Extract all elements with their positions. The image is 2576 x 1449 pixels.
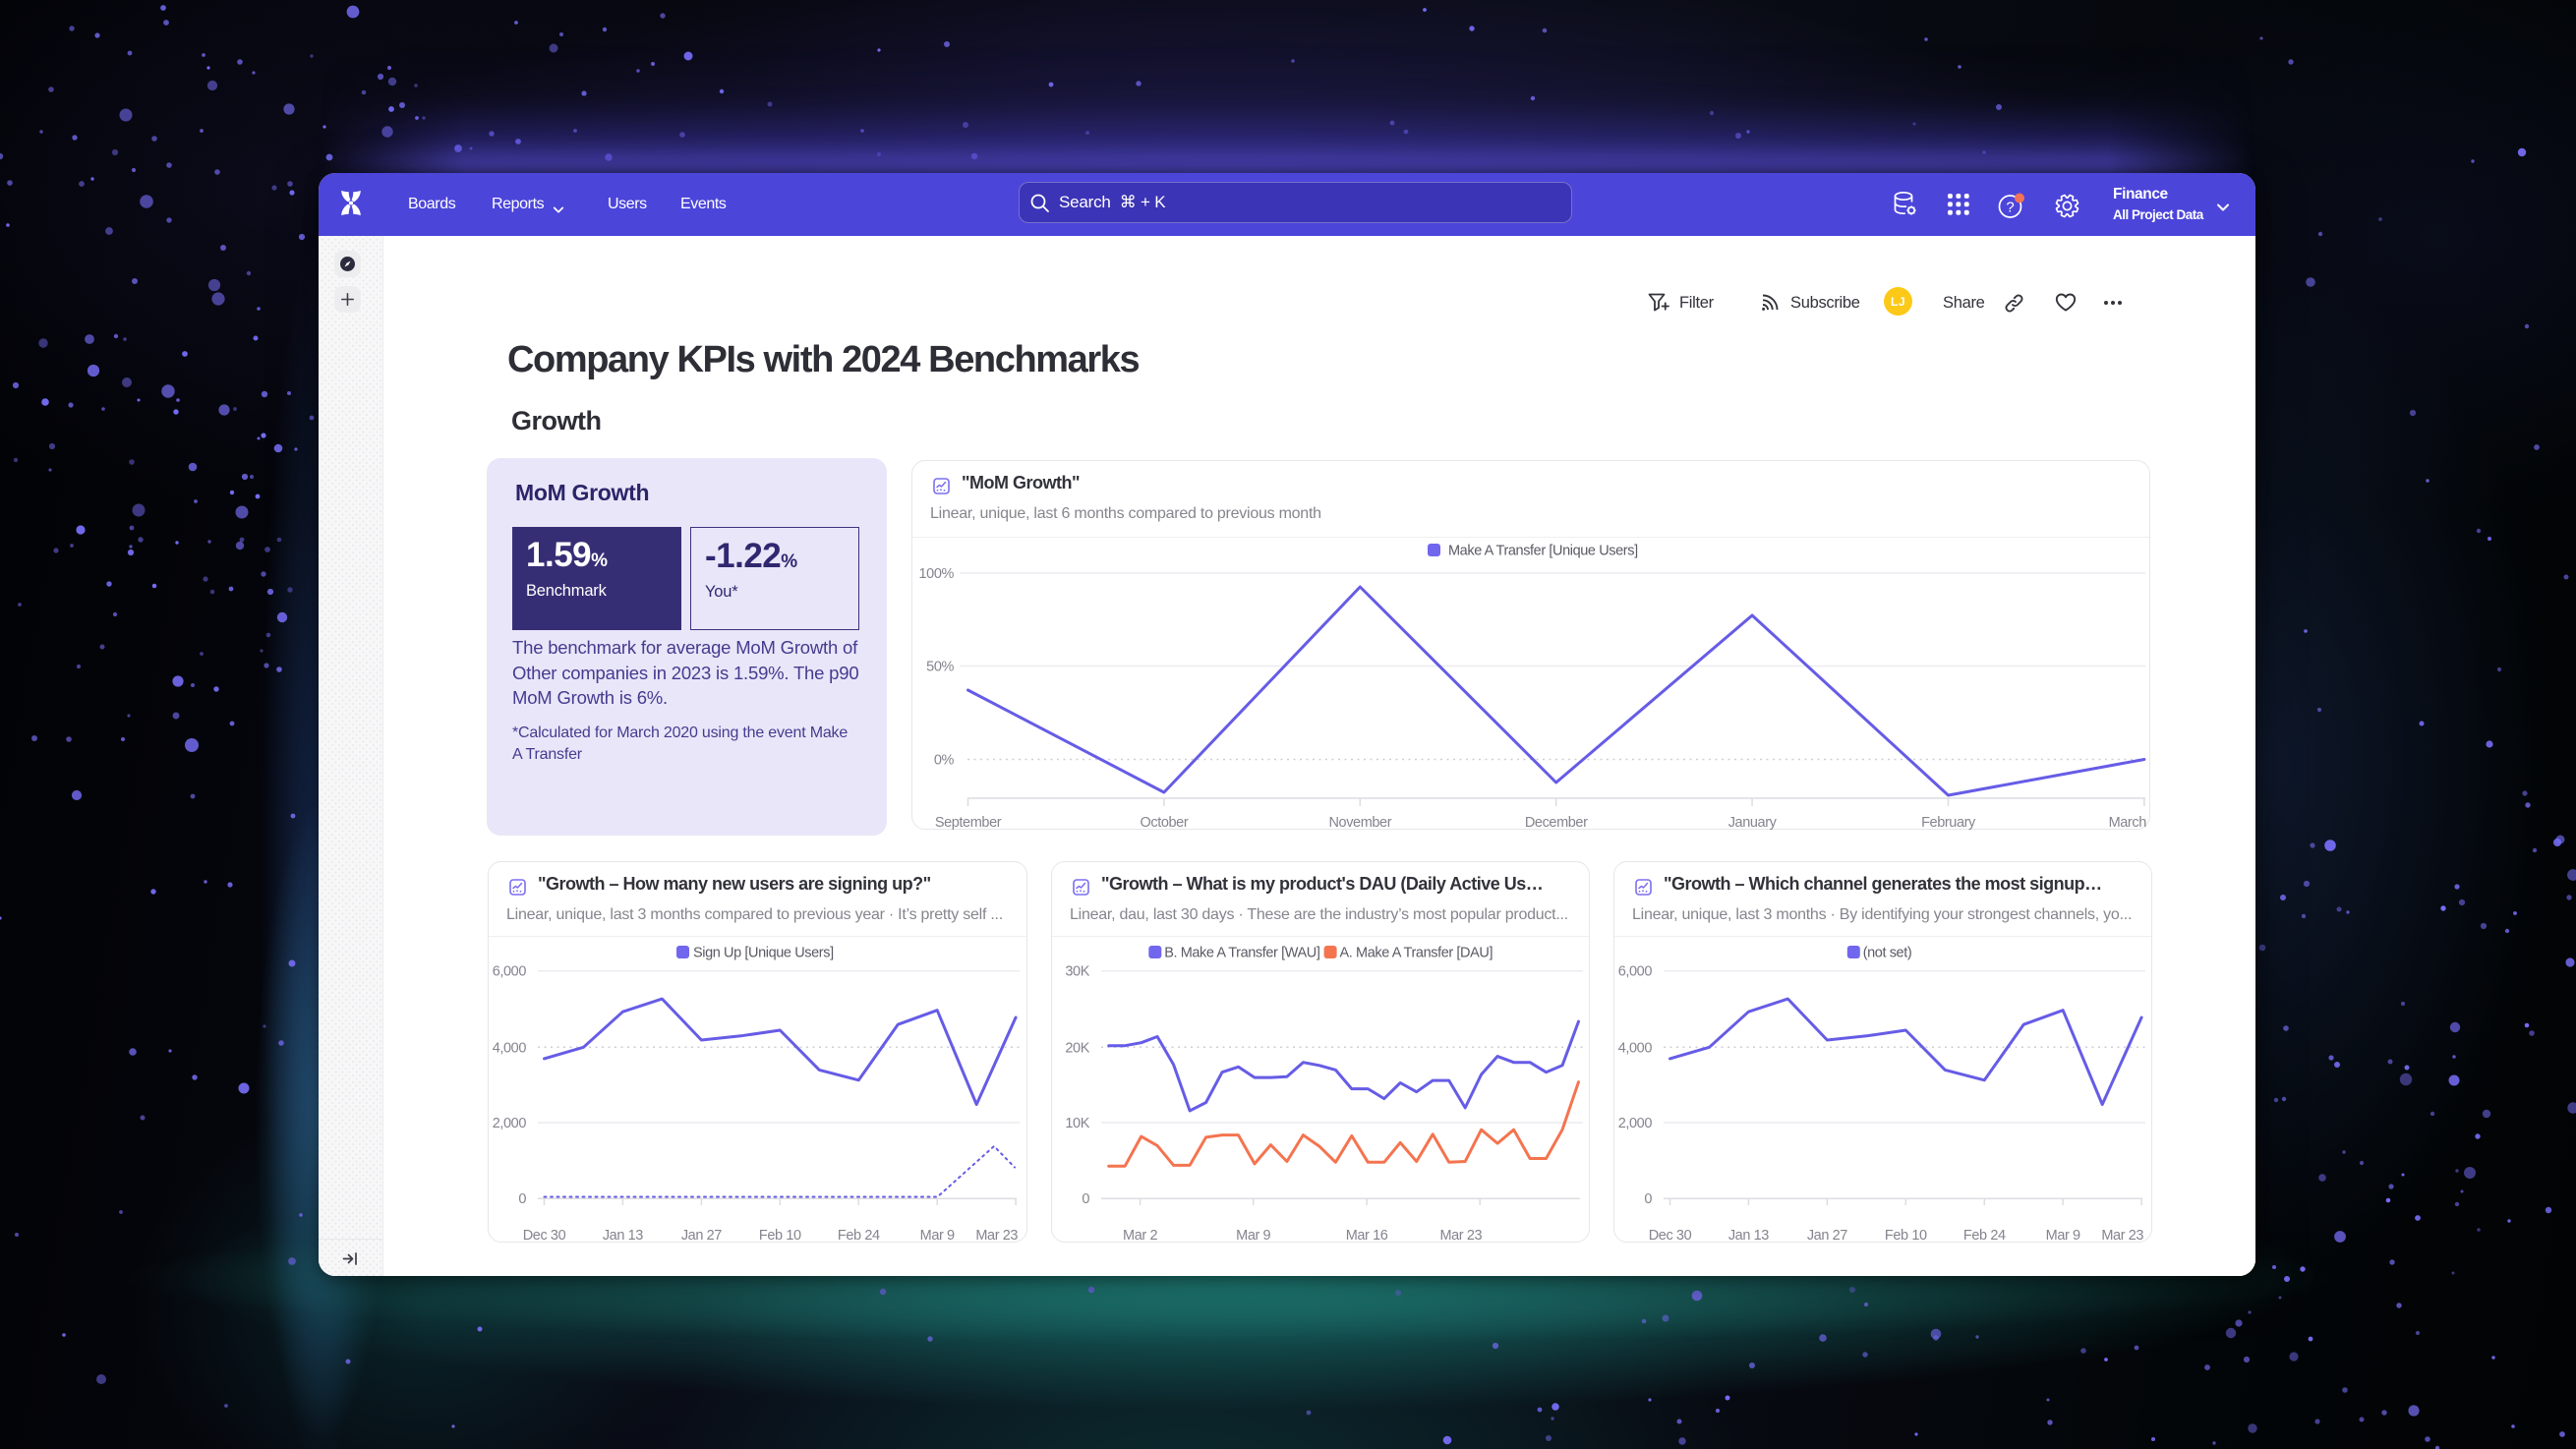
svg-text:(not set): (not set) — [1863, 946, 1912, 961]
svg-text:A. Make A Transfer [DAU]: A. Make A Transfer [DAU] — [1340, 946, 1493, 961]
svg-text:0: 0 — [518, 1191, 526, 1207]
svg-text:0: 0 — [1644, 1191, 1652, 1207]
svg-text:Jan 27: Jan 27 — [1807, 1228, 1847, 1244]
svg-text:Mar 16: Mar 16 — [1346, 1228, 1388, 1244]
svg-text:4,000: 4,000 — [493, 1040, 527, 1056]
svg-text:Jan 27: Jan 27 — [681, 1228, 722, 1244]
svg-text:December: December — [1525, 815, 1588, 831]
svg-text:2,000: 2,000 — [1618, 1116, 1653, 1131]
svg-text:Feb 10: Feb 10 — [1885, 1228, 1927, 1244]
svg-text:Make A Transfer [Unique Users]: Make A Transfer [Unique Users] — [1448, 544, 1638, 559]
svg-text:January: January — [1728, 815, 1778, 831]
svg-text:100%: 100% — [919, 566, 955, 582]
svg-text:10K: 10K — [1065, 1116, 1089, 1131]
svg-text:Sign Up [Unique Users]: Sign Up [Unique Users] — [693, 946, 834, 961]
svg-text:2,000: 2,000 — [493, 1116, 527, 1131]
svg-text:Mar 9: Mar 9 — [1236, 1228, 1270, 1244]
svg-text:B. Make A Transfer [WAU]: B. Make A Transfer [WAU] — [1164, 946, 1319, 961]
svg-text:Feb 10: Feb 10 — [759, 1228, 801, 1244]
svg-text:Feb 24: Feb 24 — [838, 1228, 880, 1244]
svg-text:March: March — [2109, 815, 2147, 831]
svg-text:0%: 0% — [934, 753, 955, 769]
svg-text:Dec 30: Dec 30 — [1649, 1228, 1692, 1244]
svg-text:6,000: 6,000 — [1618, 964, 1653, 980]
svg-text:Jan 13: Jan 13 — [603, 1228, 643, 1244]
svg-text:October: October — [1141, 815, 1189, 831]
svg-text:Mar 23: Mar 23 — [975, 1228, 1018, 1244]
svg-text:50%: 50% — [926, 660, 954, 675]
svg-text:0: 0 — [1082, 1191, 1089, 1207]
svg-text:20K: 20K — [1065, 1040, 1089, 1056]
svg-text:4,000: 4,000 — [1618, 1040, 1653, 1056]
svg-text:Mar 9: Mar 9 — [2046, 1228, 2080, 1244]
svg-text:Feb 24: Feb 24 — [1963, 1228, 2006, 1244]
svg-text:Mar 9: Mar 9 — [920, 1228, 955, 1244]
svg-text:Mar 2: Mar 2 — [1123, 1228, 1157, 1244]
svg-text:November: November — [1328, 815, 1391, 831]
svg-text:30K: 30K — [1065, 964, 1089, 980]
svg-text:Mar 23: Mar 23 — [1439, 1228, 1482, 1244]
svg-text:6,000: 6,000 — [493, 964, 527, 980]
svg-text:February: February — [1921, 815, 1976, 831]
svg-text:Jan 13: Jan 13 — [1728, 1228, 1769, 1244]
svg-text:?: ? — [2006, 200, 2014, 216]
svg-text:September: September — [935, 815, 1002, 831]
svg-text:Mar 23: Mar 23 — [2101, 1228, 2143, 1244]
svg-text:Dec 30: Dec 30 — [523, 1228, 566, 1244]
